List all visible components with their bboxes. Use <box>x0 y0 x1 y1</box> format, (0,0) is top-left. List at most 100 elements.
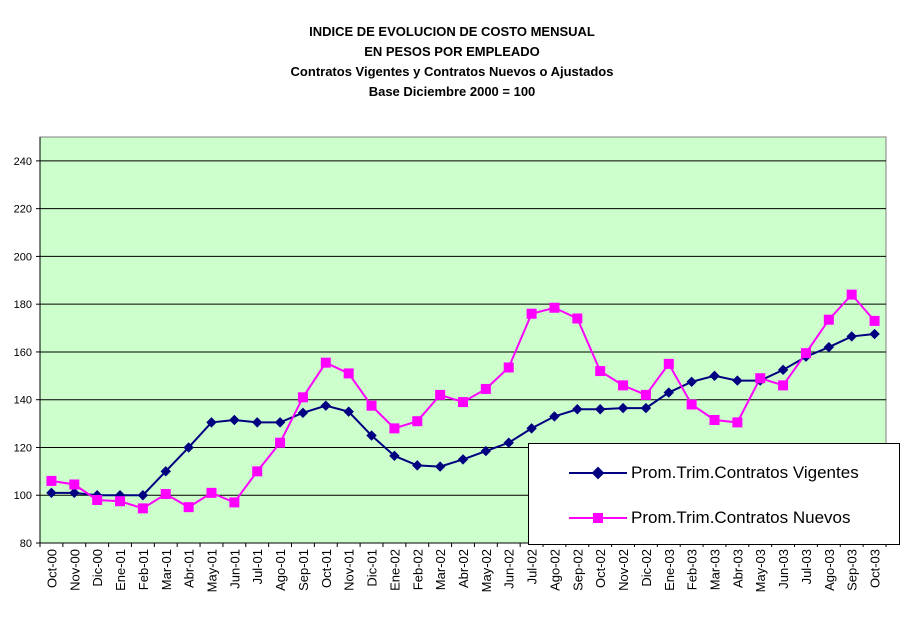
data-point-nuevos <box>480 383 491 394</box>
data-point-vigentes <box>549 411 560 422</box>
data-point-nuevos <box>160 489 171 500</box>
data-point-vigentes <box>480 445 492 457</box>
data-point-vigentes <box>663 387 674 398</box>
data-point-nuevos <box>343 368 354 379</box>
data-point-vigentes <box>434 461 446 472</box>
x-tick-label: Mar-02 <box>433 549 448 590</box>
data-point-vigentes <box>137 490 149 501</box>
data-point-vigentes <box>709 370 720 382</box>
data-point-nuevos <box>869 315 880 326</box>
x-tick-label: Mar-01 <box>159 549 174 590</box>
data-point-vigentes <box>777 364 789 376</box>
x-tick-label: Oct-01 <box>319 549 334 588</box>
data-point-vigentes <box>823 341 835 353</box>
data-point-nuevos <box>92 495 103 506</box>
data-point-nuevos <box>618 380 629 391</box>
data-point-vigentes <box>320 400 332 411</box>
data-point-nuevos <box>526 308 537 319</box>
y-tick-label: 140 <box>14 395 32 407</box>
data-point-vigentes <box>686 376 697 388</box>
data-point-nuevos <box>503 362 514 373</box>
x-tick-label: Dic-01 <box>365 549 380 587</box>
x-tick-label: Oct-02 <box>593 549 608 588</box>
legend-item-vigentes: Prom.Trim.Contratos Vigentes <box>569 461 859 485</box>
data-point-vigentes <box>412 460 423 471</box>
y-tick-label: 240 <box>14 156 32 168</box>
data-point-vigentes <box>274 417 286 428</box>
x-tick-label: Sep-03 <box>845 549 860 591</box>
y-tick-label: 80 <box>20 538 32 550</box>
legend-swatch-nuevos <box>569 511 627 525</box>
data-point-nuevos <box>435 389 446 400</box>
x-tick-label: Oct-03 <box>868 549 883 588</box>
data-point-vigentes <box>457 454 469 465</box>
chart-subtitle: Contratos Vigentes y Contratos Nuevos o … <box>290 64 614 79</box>
x-tick-label: May-01 <box>204 549 219 592</box>
data-point-nuevos <box>389 423 400 434</box>
x-tick-label: Jul-01 <box>250 549 265 584</box>
data-point-vigentes <box>503 437 514 448</box>
x-tick-label: Ago-03 <box>822 549 837 591</box>
x-tick-label: Ago-01 <box>273 549 288 591</box>
data-point-vigentes <box>572 404 583 415</box>
legend-item-nuevos: Prom.Trim.Contratos Nuevos <box>569 506 850 530</box>
x-tick-label: Jun-02 <box>502 549 517 589</box>
data-point-nuevos <box>709 415 720 426</box>
x-tick-label: Ene-02 <box>387 549 402 591</box>
chart-title-line-1: INDICE DE EVOLUCION DE COSTO MENSUAL <box>309 24 595 39</box>
data-point-nuevos <box>800 348 811 359</box>
x-tick-label: Sep-02 <box>570 549 585 591</box>
data-point-vigentes <box>869 328 880 340</box>
x-tick-label: Oct-00 <box>44 549 59 588</box>
chart-title-block: INDICE DE EVOLUCION DE COSTO MENSUAL EN … <box>0 22 904 102</box>
data-point-vigentes <box>206 417 217 428</box>
data-point-nuevos <box>663 358 674 369</box>
data-point-nuevos <box>252 466 263 477</box>
legend-label-nuevos: Prom.Trim.Contratos Nuevos <box>631 508 851 527</box>
legend-label-vigentes: Prom.Trim.Contratos Vigentes <box>631 463 859 482</box>
data-point-vigentes <box>183 442 194 453</box>
x-tick-label: Abr-02 <box>456 549 471 588</box>
data-point-nuevos <box>595 366 606 377</box>
data-point-vigentes <box>617 402 629 414</box>
data-point-vigentes <box>343 406 354 417</box>
data-point-nuevos <box>458 397 468 408</box>
x-tick-label: Feb-02 <box>410 549 425 590</box>
data-point-vigentes <box>297 407 309 419</box>
data-point-nuevos <box>46 475 57 486</box>
data-point-nuevos <box>412 416 423 427</box>
data-point-nuevos <box>732 417 743 428</box>
data-point-nuevos <box>275 437 286 448</box>
x-tick-label: Mar-03 <box>708 549 723 590</box>
legend-swatch-vigentes <box>569 466 627 480</box>
x-tick-label: Dic-00 <box>90 549 105 587</box>
data-point-vigentes <box>46 487 57 499</box>
x-tick-label: Ago-02 <box>547 549 562 591</box>
x-tick-label: Jul-02 <box>525 549 540 584</box>
chart-base-note: Base Diciembre 2000 = 100 <box>368 84 536 99</box>
y-tick-label: 200 <box>14 251 32 263</box>
x-tick-label: Jul-03 <box>799 549 814 584</box>
data-point-nuevos <box>823 314 834 325</box>
data-point-vigentes <box>252 417 263 428</box>
data-point-nuevos <box>137 503 148 514</box>
data-point-nuevos <box>69 479 80 490</box>
data-point-nuevos <box>549 302 560 313</box>
data-point-nuevos <box>229 497 240 508</box>
data-point-nuevos <box>115 496 126 507</box>
data-point-vigentes <box>229 414 240 426</box>
x-tick-label: Ene-03 <box>662 549 677 591</box>
data-point-vigentes <box>69 487 80 499</box>
data-point-nuevos <box>206 487 217 498</box>
data-point-nuevos <box>320 357 331 368</box>
x-tick-label: Abr-03 <box>730 549 745 588</box>
data-point-nuevos <box>778 380 789 391</box>
chart-title-line-2: EN PESOS POR EMPLEADO <box>364 44 540 59</box>
x-tick-label: Nov-01 <box>342 549 357 591</box>
data-point-vigentes <box>389 450 400 462</box>
x-tick-label: May-02 <box>479 549 494 592</box>
data-point-nuevos <box>640 389 651 400</box>
data-point-nuevos <box>297 392 308 403</box>
data-point-nuevos <box>366 400 377 411</box>
data-point-vigentes <box>160 466 171 477</box>
